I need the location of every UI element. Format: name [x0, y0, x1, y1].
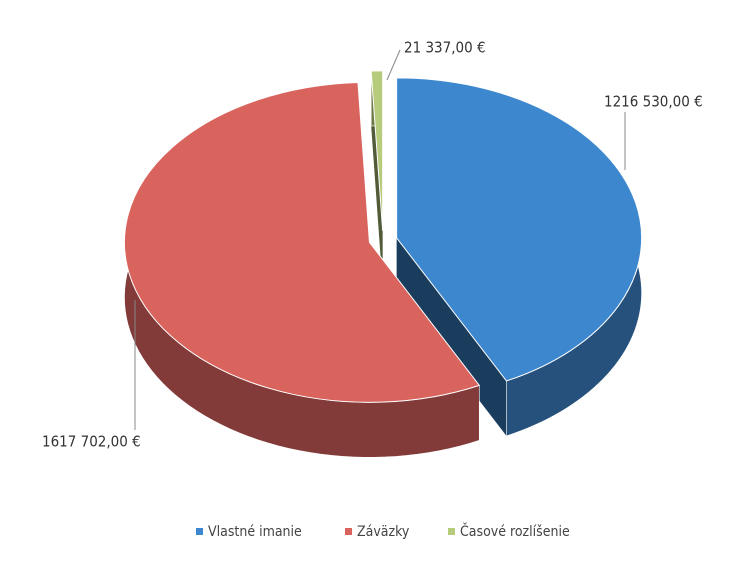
legend-swatch [448, 528, 455, 535]
data-label: 1216 530,00 € [604, 93, 703, 111]
legend-label: Záväzky [357, 524, 410, 540]
slice [123, 81, 481, 403]
tops [123, 70, 643, 403]
data-label: 1617 702,00 € [42, 433, 141, 451]
legend-label: Vlastné imanie [208, 524, 302, 540]
leader-line [386, 49, 401, 81]
legend-swatch [196, 528, 203, 535]
slice [370, 70, 384, 231]
slice [396, 77, 643, 382]
legend-swatch [345, 528, 352, 535]
legend: Vlastné imanie Záväzky Časové rozlíšenie [196, 522, 570, 540]
legend-label: Časové rozlíšenie [460, 522, 570, 540]
data-label: 21 337,00 € [404, 39, 486, 57]
